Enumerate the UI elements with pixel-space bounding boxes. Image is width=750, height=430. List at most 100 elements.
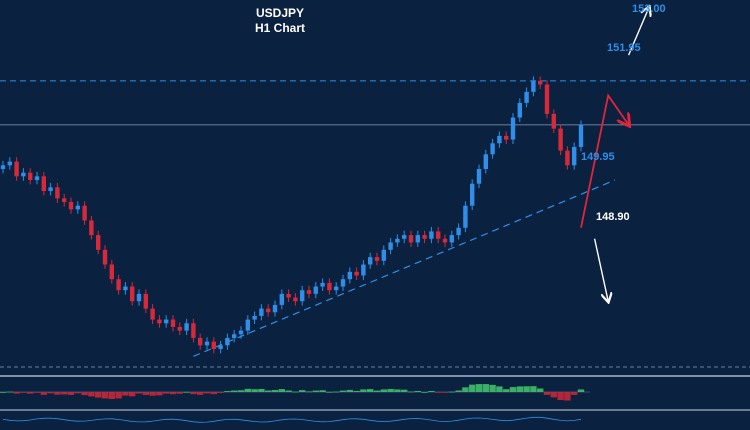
level-label-148-90: 148.90 xyxy=(596,211,630,223)
oscillator-bar xyxy=(380,389,387,392)
bull-candle xyxy=(402,235,407,239)
oscillator-bar xyxy=(299,390,306,392)
oscillator-bar xyxy=(571,392,578,395)
bear-candle xyxy=(143,293,148,309)
bull-candle xyxy=(381,249,386,261)
bear-candle xyxy=(177,326,182,331)
oscillator-bar xyxy=(367,389,374,392)
oscillator-bar xyxy=(564,392,571,401)
oscillator-bar xyxy=(224,391,231,392)
bull-candle xyxy=(272,304,278,313)
bull-candle xyxy=(510,117,516,140)
oscillator-bar xyxy=(557,392,564,401)
oscillator-bar xyxy=(428,390,435,392)
bull-candle xyxy=(517,102,522,118)
bull-candle xyxy=(123,286,128,291)
bull-candle xyxy=(184,323,189,331)
oscillator-bar xyxy=(231,390,238,392)
bull-candle xyxy=(245,319,250,331)
bear-candle xyxy=(55,187,60,199)
bull-candle xyxy=(334,286,339,291)
oscillator-bar xyxy=(550,392,557,398)
oscillator-bar xyxy=(516,386,523,392)
oscillator-bar xyxy=(353,390,360,392)
bull-candle xyxy=(456,227,461,236)
oscillator-bar xyxy=(496,386,503,392)
forecast-white-up-arrow xyxy=(627,7,649,56)
oscillator-bar xyxy=(577,389,585,392)
oscillator-bar xyxy=(360,389,367,392)
oscillator-bar xyxy=(251,389,258,392)
bull-candle xyxy=(463,205,468,228)
oscillator-bar xyxy=(394,389,401,392)
bull-candle xyxy=(524,91,529,103)
bull-candle xyxy=(578,124,584,147)
bull-candle xyxy=(232,334,237,338)
bear-candle xyxy=(116,279,121,291)
bull-candle xyxy=(449,235,454,243)
oscillator-bar xyxy=(475,384,483,392)
oscillator-bar xyxy=(190,392,197,395)
bear-candle xyxy=(436,231,441,239)
bull-candle xyxy=(34,176,40,180)
oscillator-bar xyxy=(88,392,95,397)
forecast-red-arrow xyxy=(580,93,629,228)
bull-candle xyxy=(164,319,169,324)
oscillator-bar xyxy=(421,392,428,393)
bull-candle xyxy=(395,238,400,243)
oscillator-bar xyxy=(469,384,476,392)
bull-candle xyxy=(361,264,366,276)
bull-candle xyxy=(531,80,536,92)
price-panel xyxy=(0,80,750,411)
bull-candle xyxy=(572,146,577,166)
oscillator-bar xyxy=(101,392,109,399)
oscillator-panel xyxy=(0,384,590,423)
oscillator-bar xyxy=(0,392,7,393)
lower-indicator-line xyxy=(2,416,582,423)
bull-candle xyxy=(368,257,373,265)
oscillator-bar xyxy=(462,387,469,392)
bull-candle xyxy=(476,168,482,184)
oscillator-bar xyxy=(142,392,149,395)
oscillator-bar xyxy=(67,392,75,395)
bear-candle xyxy=(558,128,563,151)
oscillator-bar xyxy=(407,391,415,393)
oscillator-bar xyxy=(285,390,292,392)
bull-candle xyxy=(483,154,488,169)
bull-candle xyxy=(238,330,244,335)
bull-candle xyxy=(388,242,393,250)
level-label-149-95: 149.95 xyxy=(581,151,615,163)
oscillator-bar xyxy=(530,386,537,392)
chart-title-symbol: USDJPY xyxy=(256,6,304,20)
oscillator-bar xyxy=(333,391,340,393)
oscillator-bar xyxy=(455,390,462,392)
oscillator-bar xyxy=(339,390,347,392)
bear-candle xyxy=(504,135,509,140)
bull-candle xyxy=(252,315,257,320)
oscillator-bar xyxy=(149,392,156,396)
oscillator-bar xyxy=(74,392,81,394)
bear-candle xyxy=(286,293,291,298)
bear-candle xyxy=(408,235,414,243)
oscillator-bar xyxy=(237,390,245,392)
oscillator-bar xyxy=(244,388,251,392)
bear-candle xyxy=(544,84,550,114)
oscillator-bar xyxy=(482,384,489,392)
bear-candle xyxy=(211,341,216,349)
oscillator-bar xyxy=(20,392,27,393)
oscillator-bar xyxy=(176,392,183,394)
bear-candle xyxy=(422,235,427,239)
bull-candle xyxy=(0,165,6,169)
oscillator-bar xyxy=(135,392,143,394)
bear-candle xyxy=(102,249,108,265)
oscillator-bar xyxy=(373,390,381,392)
bear-candle xyxy=(109,264,114,280)
oscillator-bar xyxy=(33,392,41,393)
bear-candle xyxy=(89,220,94,236)
oscillator-bar xyxy=(47,392,54,394)
oscillator-bar xyxy=(278,389,285,392)
bear-candle xyxy=(82,205,87,221)
bull-candle xyxy=(136,293,142,302)
oscillator-bar xyxy=(435,392,442,393)
